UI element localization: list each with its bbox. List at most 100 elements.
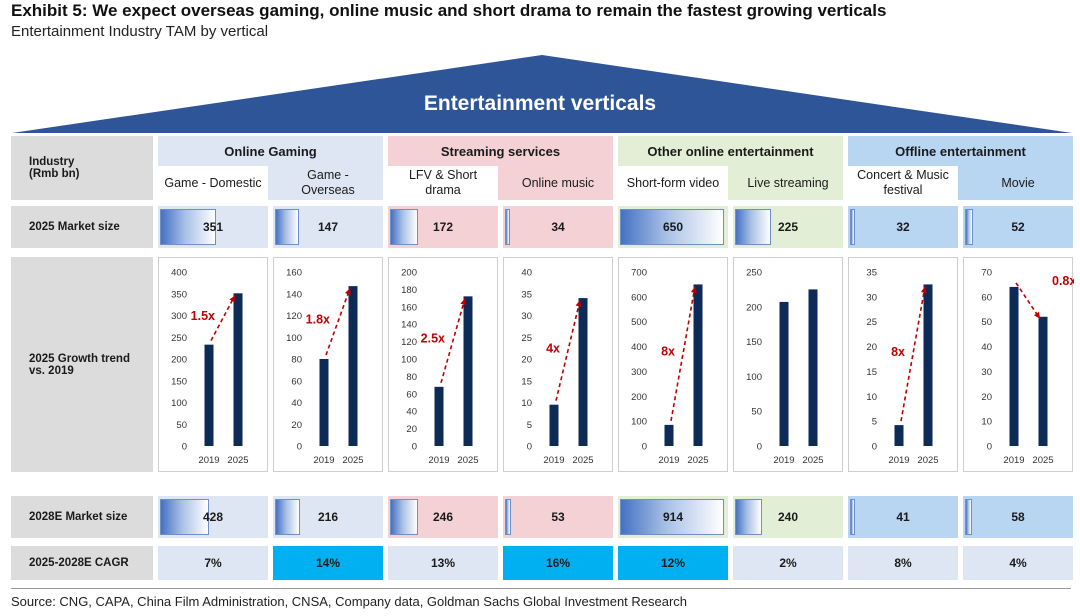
growth-arrowhead-0 xyxy=(229,295,235,303)
y-tick-5-5: 250 xyxy=(746,268,762,279)
y-tick-1-0: 0 xyxy=(297,442,302,453)
y-tick-3-6: 30 xyxy=(521,311,532,322)
y-tick-7-7: 70 xyxy=(981,268,992,279)
growth-arrowhead-3 xyxy=(575,300,582,307)
market-2025-value-4: 650 xyxy=(662,220,684,234)
cagr-cell-7: 4% xyxy=(963,546,1073,580)
multiplier-label-4: 8x xyxy=(661,345,675,359)
y-tick-3-0: 0 xyxy=(527,442,532,453)
row-header-cagr: 2025-2028E CAGR xyxy=(11,546,153,580)
bar-0-2025 xyxy=(233,293,243,446)
cagr-value-6: 8% xyxy=(894,556,912,570)
group-header-2: Other online entertainment xyxy=(647,143,814,159)
y-tick-7-0: 0 xyxy=(987,442,992,453)
row-header-growth-line1: 2025 Growth trend xyxy=(29,352,130,365)
market-2028-cell-4: 914 xyxy=(618,496,728,538)
growth-chart-svg-4: 0 100 200 300 400 500 600 700 2019 2025 8x xyxy=(631,268,708,467)
x-tick-6-0: 2019 xyxy=(888,455,909,466)
market-2028-databar-5 xyxy=(735,499,763,535)
bar-7-2019 xyxy=(1009,286,1019,446)
y-tick-0-2: 100 xyxy=(171,398,187,409)
market-2028-databar-1 xyxy=(275,499,300,535)
y-tick-1-4: 80 xyxy=(291,355,302,366)
y-tick-6-1: 5 xyxy=(872,417,877,428)
bar-1-2025 xyxy=(348,286,358,446)
vertical-name-5: Live streaming xyxy=(747,175,829,190)
y-tick-2-5: 100 xyxy=(401,355,417,366)
multiplier-label-6: 8x xyxy=(891,345,905,359)
growth-arrowhead-7 xyxy=(1033,311,1040,319)
market-2028-databar-2 xyxy=(390,499,418,535)
market-2025-value-5: 225 xyxy=(777,220,799,234)
group-header-0: Online Gaming xyxy=(224,143,317,159)
cagr-value-4: 12% xyxy=(660,556,686,570)
x-tick-4-0: 2019 xyxy=(658,455,679,466)
market-2028-value-2: 246 xyxy=(432,510,454,524)
y-tick-0-5: 250 xyxy=(171,333,187,344)
market-2028-cell-2: 246 xyxy=(388,496,498,538)
market-2028-databar-7 xyxy=(965,499,972,535)
x-tick-3-0: 2019 xyxy=(543,455,564,466)
vertical-name2-6: festival xyxy=(883,183,923,197)
growth-chart-4: 0 100 200 300 400 500 600 700 2019 2025 8x xyxy=(618,257,728,472)
bar-6-2019 xyxy=(894,425,904,446)
growth-arrowhead-2 xyxy=(460,298,467,306)
row-header-growth-line2: vs. 2019 xyxy=(29,364,74,377)
y-tick-5-3: 150 xyxy=(746,337,762,348)
y-tick-0-0: 0 xyxy=(182,442,187,453)
y-tick-3-7: 35 xyxy=(521,289,532,300)
cagr-cell-2: 13% xyxy=(388,546,498,580)
vertical-header-2: LFV & Short drama xyxy=(388,166,498,200)
market-2025-cell-7: 52 xyxy=(963,206,1073,248)
market-2028-cell-7: 58 xyxy=(963,496,1073,538)
y-tick-2-8: 160 xyxy=(401,302,417,313)
y-tick-0-4: 200 xyxy=(171,355,187,366)
y-tick-6-3: 15 xyxy=(866,367,877,378)
market-2025-value-6: 32 xyxy=(896,220,910,234)
bar-5-2025 xyxy=(808,289,818,446)
market-2025-value-1: 147 xyxy=(317,220,339,234)
exhibit-subtitle: Entertainment Industry TAM by vertical xyxy=(11,23,269,40)
market-2025-cell-1: 147 xyxy=(273,206,383,248)
market-2028-value-5: 240 xyxy=(777,510,799,524)
vertical-name2-1: Overseas xyxy=(301,183,355,197)
market-2025-cell-3: 34 xyxy=(503,206,613,248)
cagr-value-0: 7% xyxy=(204,556,222,570)
market-2025-databar-0 xyxy=(160,209,217,245)
y-tick-7-1: 10 xyxy=(981,417,992,428)
vertical-name-7: Movie xyxy=(1001,175,1035,190)
growth-arrowhead-4 xyxy=(690,286,697,294)
vertical-header-7: Movie xyxy=(963,166,1073,200)
cagr-cell-3: 16% xyxy=(503,546,613,580)
x-tick-2-1: 2025 xyxy=(457,455,478,466)
cagr-value-5: 2% xyxy=(779,556,797,570)
y-tick-1-7: 140 xyxy=(286,289,302,300)
multiplier-label-3: 4x xyxy=(546,341,560,355)
bar-4-2019 xyxy=(664,424,674,446)
y-tick-1-5: 100 xyxy=(286,333,302,344)
y-tick-7-5: 50 xyxy=(981,317,992,328)
y-tick-4-3: 300 xyxy=(631,367,647,378)
roof-banner xyxy=(12,55,1072,133)
y-tick-5-2: 100 xyxy=(746,372,762,383)
growth-arrow-7 xyxy=(1015,282,1041,320)
y-tick-4-1: 100 xyxy=(631,417,647,428)
cagr-cell-6: 8% xyxy=(848,546,958,580)
market-2025-cell-2: 172 xyxy=(388,206,498,248)
vertical-header-1: Game - Overseas xyxy=(273,166,383,200)
y-tick-7-2: 20 xyxy=(981,392,992,403)
growth-chart-7: 0 10 20 30 40 50 60 70 2019 2025 0.8x xyxy=(963,257,1074,472)
market-2025-databar-2 xyxy=(390,209,418,245)
y-tick-6-0: 0 xyxy=(872,442,877,453)
market-2025-databar-3 xyxy=(505,209,511,245)
y-tick-1-8: 160 xyxy=(286,268,302,279)
market-2025-value-0: 351 xyxy=(202,220,224,234)
cagr-value-7: 4% xyxy=(1009,556,1027,570)
market-2028-databar-4 xyxy=(620,499,724,535)
x-tick-5-1: 2025 xyxy=(802,455,823,466)
y-tick-5-0: 0 xyxy=(757,442,762,453)
y-tick-2-3: 60 xyxy=(406,389,417,400)
y-tick-0-8: 400 xyxy=(171,268,187,279)
vertical-header-0: Game - Domestic xyxy=(158,166,268,200)
